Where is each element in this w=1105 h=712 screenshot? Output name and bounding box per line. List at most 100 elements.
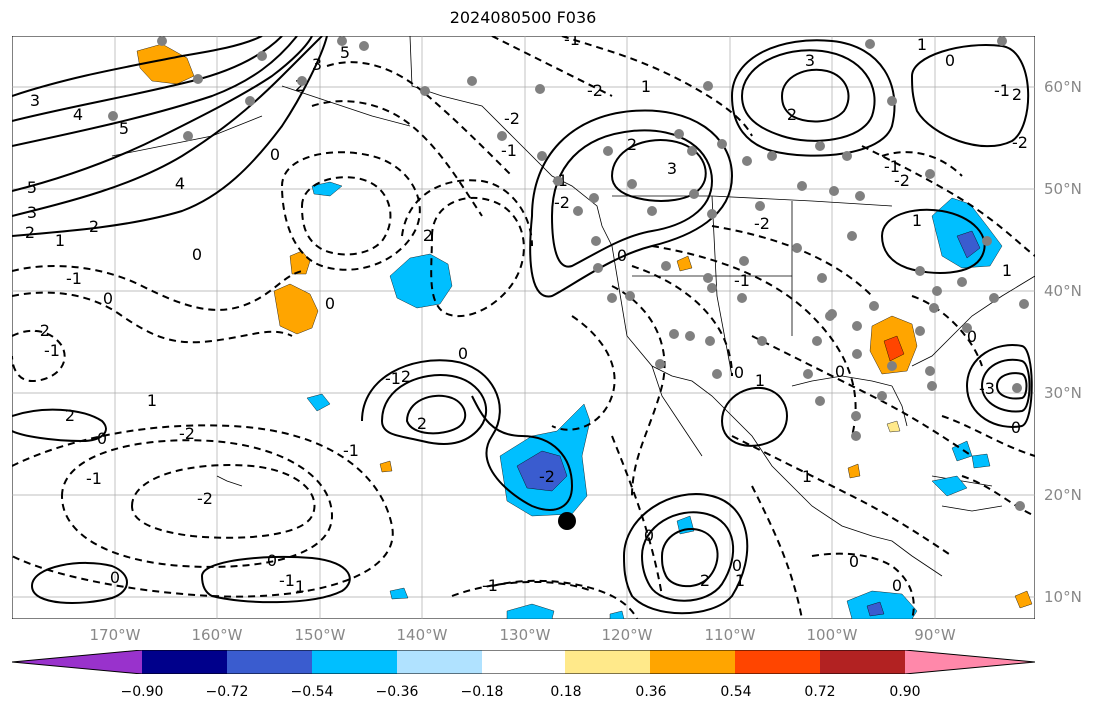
contour-label: -2 [894,171,910,190]
contour-label: 2 [423,226,433,245]
contour-label: 1 [735,571,745,590]
contour-label: 0 [732,556,742,575]
fill-orange-central-pacific [273,283,319,335]
lon-label: 120°W [601,626,653,644]
colorbar [12,650,1035,674]
lat-label: 50°N [1044,180,1082,198]
coastlines [111,36,1035,577]
station-dots [108,36,1029,511]
contour-label: 3 [27,203,37,222]
contour-label: -1 [482,576,498,595]
contour-label: -1 [564,36,580,49]
contour-label: 0 [103,289,113,308]
contour-label: 2 [787,105,797,124]
contour-label: 2 [1012,85,1022,104]
contour-label: 0 [458,344,468,363]
contour-label: 2 [89,217,99,236]
colorbar-tick-label: −0.36 [375,684,419,700]
contour-label: 1 [1002,261,1012,280]
contour-label: 3 [30,91,40,110]
contour-label: 4 [175,174,185,193]
storm-marker [558,512,576,530]
contour-label: -1 [66,269,82,288]
colorbar-tick-label: 0.72 [804,684,836,700]
contour-label: -2 [504,109,520,128]
colorbar-tick-label: 0.18 [550,684,582,700]
contour-label: 0 [1011,418,1021,437]
contour-label: 0 [835,362,845,381]
fill-blue-central-pacific [389,253,453,309]
colorbar-tick-label: −0.18 [460,684,504,700]
contour-label: -1 [44,341,60,360]
contour-label: -2 [1012,133,1028,152]
shading-regions [136,43,1033,619]
contour-label: 0 [325,294,335,313]
lat-label: 20°N [1044,486,1082,504]
contour-label: 0 [734,363,744,382]
contour-label: 2 [627,135,637,154]
contour-label: 0 [849,552,859,571]
colorbar-segment [650,650,735,674]
contour-label: 0 [967,327,977,346]
contour-label: -1 [343,441,359,460]
map-panel: 5 3 4 5 5 4 3 2 1 2 0 3 2 -1 0 0 -2 -1 1… [12,36,1035,619]
colorbar-tick-label: −0.54 [290,684,334,700]
contour-label: -3 [979,379,995,398]
lon-label: 110°W [704,626,756,644]
contour-label: 0 [892,576,902,595]
contour-label: 0 [110,568,120,587]
colorbar-segment [820,650,905,674]
lon-label: 140°W [396,626,448,644]
contour-label: 3 [805,51,815,70]
contour-label: 5 [119,119,129,138]
contour-label: 1 [802,467,812,486]
contour-label: 4 [73,105,83,124]
contour-label: 5 [27,178,37,197]
contour-label: 0 [192,245,202,264]
contour-label: 3 [312,55,322,74]
colorbar-tick-label: 0.54 [720,684,752,700]
fill-blue-south [846,590,918,619]
contour-label: 0 [270,145,280,164]
solid-contours [12,36,1033,615]
contour-label: 0 [644,526,654,545]
lon-label: 170°W [89,626,141,644]
colorbar-segment [735,650,820,674]
contour-label: 2 [401,367,411,386]
lon-label: 150°W [294,626,346,644]
fill-darkblue-east-pacific [516,450,568,492]
contour-label: -2 [197,489,213,508]
colorbar-segment [397,650,482,674]
lat-label: 30°N [1044,384,1082,402]
contour-label: 1 [55,231,65,250]
colorbar-segment [905,650,1035,674]
contour-label: -2 [554,193,570,212]
colorbar-segment [565,650,650,674]
colorbar-tick-label: 0.90 [889,684,921,700]
lon-label: 100°W [806,626,858,644]
contour-label: 5 [340,43,350,62]
colorbar-segment [227,650,312,674]
lon-label: 130°W [499,626,551,644]
contour-label: 0 [617,246,627,265]
contour-label: -2 [179,424,195,443]
contour-label: 2 [417,414,427,433]
lat-label: 10°N [1044,588,1082,606]
colorbar-segment [482,650,565,674]
lon-label: 160°W [191,626,243,644]
contour-label: 2 [65,406,75,425]
contour-label: -1 [279,571,295,590]
colorbar-segment [142,650,227,674]
contour-label: -1 [994,81,1010,100]
contour-label: 2 [25,223,35,242]
lat-label: 60°N [1044,78,1082,96]
colorbar-segment [312,650,397,674]
contour-label: 1 [917,36,927,54]
figure-title: 2024080500 F036 [449,8,597,27]
lon-label: 90°W [914,626,956,644]
contour-label: -1 [501,141,517,160]
colorbar-segment [12,650,142,674]
contour-label: -1 [86,469,102,488]
contour-label: 1 [912,211,922,230]
contour-label: 2 [700,571,710,590]
